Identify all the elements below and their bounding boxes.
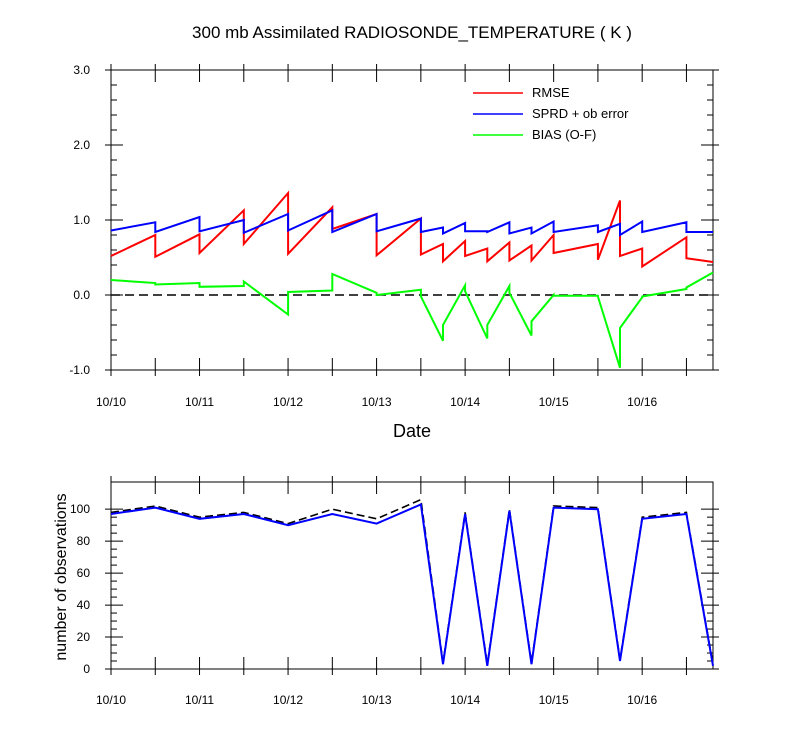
top-x-tick-label: 10/16 bbox=[627, 395, 657, 409]
legend: RMSE SPRD + ob error BIAS (O-F) bbox=[473, 85, 629, 142]
bottom-x-tick-label: 10/15 bbox=[539, 693, 569, 707]
top-x-tick-label: 10/14 bbox=[450, 395, 480, 409]
top-y-tick-label: 3.0 bbox=[73, 63, 90, 77]
bottom-x-tick-label: 10/10 bbox=[96, 693, 126, 707]
top-y-tick-label: 0.0 bbox=[73, 288, 90, 302]
bottom-series-assimilated bbox=[110, 502, 714, 666]
top-y-tick-label: 2.0 bbox=[73, 138, 90, 152]
bottom-plot-frame bbox=[110, 481, 714, 670]
bottom-x-tick-label: 10/12 bbox=[273, 693, 303, 707]
bottom-y-tick-label: 100 bbox=[70, 502, 90, 516]
top-plot-area: 10/10 10/11 10/12 10/13 10/14 10/15 10/16 3.0 2.… bbox=[69, 63, 719, 409]
bottom-y-tick-label: 40 bbox=[77, 598, 91, 612]
bottom-x-tick-label: 10/11 bbox=[185, 693, 214, 707]
bottom-x-tick-label: 10/13 bbox=[362, 693, 392, 707]
top-x-tick-label: 10/15 bbox=[539, 395, 569, 409]
top-x-tick-label: 10/13 bbox=[362, 395, 392, 409]
top-y-tick-label: 1.0 bbox=[73, 213, 90, 227]
bottom-y-tick-label: 20 bbox=[77, 630, 91, 644]
top-series-sprd-ob-error bbox=[110, 208, 713, 237]
legend-label-2: BIAS (O-F) bbox=[532, 127, 596, 142]
bottom-plot-area: 10/10 10/11 10/12 10/13 10/14 10/15 10/16 100 80… bbox=[70, 476, 719, 707]
top-x-tick-label: 10/12 bbox=[273, 395, 303, 409]
top-x-tick-label: 10/11 bbox=[185, 395, 214, 409]
top-series-rmse bbox=[110, 190, 714, 269]
bottom-y-tick-label: 80 bbox=[77, 534, 91, 548]
bottom-x-tick-label: 10/16 bbox=[627, 693, 657, 707]
top-series-bias-o-f bbox=[110, 271, 714, 369]
top-x-tick-label: 10/10 bbox=[96, 395, 126, 409]
top-y-tick-label: -1.0 bbox=[69, 363, 90, 377]
bottom-x-tick-label: 10/14 bbox=[450, 693, 480, 707]
x-axis-title: Date bbox=[393, 421, 431, 441]
chart-title: 300 mb Assimilated RADIOSONDE_TEMPERATUR… bbox=[192, 23, 632, 42]
legend-label-1: SPRD + ob error bbox=[532, 106, 629, 121]
bottom-y-tick-label: 60 bbox=[77, 566, 91, 580]
bottom-y-tick-label: 0 bbox=[83, 662, 90, 676]
y-axis-title-observations: number of observations bbox=[53, 493, 70, 660]
legend-label-0: RMSE bbox=[532, 85, 570, 100]
